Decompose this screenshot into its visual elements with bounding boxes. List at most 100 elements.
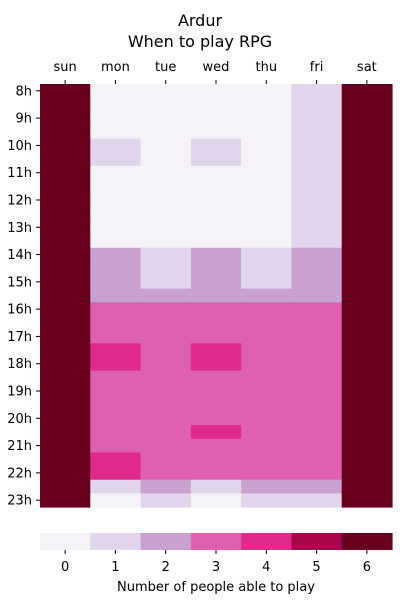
heatmap-cell [341, 425, 393, 440]
y-tick-label: 14h [7, 248, 32, 263]
heatmap-cell [40, 247, 91, 262]
colorbar-segment [140, 533, 192, 550]
heatmap-cell [190, 97, 242, 112]
y-tick-label: 21h [7, 439, 32, 454]
heatmap-cell [241, 152, 293, 167]
heatmap-cell [241, 302, 293, 317]
heatmap-cell [291, 315, 343, 331]
heatmap-cell [140, 288, 192, 303]
heatmap-cell [90, 261, 142, 276]
heatmap-cell [90, 302, 142, 317]
heatmap-cell [291, 493, 343, 508]
colorbar-segment [90, 533, 142, 550]
heatmap-cell [90, 124, 142, 140]
heatmap-cell [341, 315, 393, 331]
colorbar-tick-label: 2 [162, 560, 170, 575]
heatmap-cell [341, 288, 393, 303]
heatmap-cell [40, 411, 91, 426]
heatmap-cell [90, 479, 142, 494]
y-tick-label: 19h [7, 385, 32, 400]
heatmap-cell [341, 124, 393, 140]
heatmap-cell [140, 97, 192, 112]
heatmap-cell [190, 452, 242, 467]
y-tick-label: 16h [7, 303, 32, 318]
colorbar-tick-label: 1 [111, 560, 119, 575]
heatmap-cell [341, 152, 393, 167]
heatmap-cell [291, 329, 343, 344]
heatmap-cell [140, 384, 192, 399]
heatmap-cell [241, 411, 293, 426]
heatmap-cells [40, 84, 393, 508]
heatmap-cell [190, 138, 242, 153]
heatmap-cell [341, 411, 393, 426]
colorbar-axis: 0 1 2 3 4 5 6 [61, 550, 371, 575]
heatmap-cell [190, 343, 242, 358]
colorbar-segment [241, 533, 293, 550]
heatmap-cell [341, 165, 393, 181]
heatmap-cell [140, 493, 192, 508]
heatmap-cell [341, 370, 393, 385]
y-tick-label: 11h [7, 166, 32, 181]
heatmap-cell [40, 124, 91, 140]
colorbar-tick-label: 5 [312, 560, 320, 575]
heatmap-cell [140, 466, 192, 481]
y-tick-label: 10h [7, 139, 32, 154]
heatmap-cell [341, 479, 393, 494]
colorbar-segment [190, 533, 242, 550]
heatmap-cell [291, 124, 343, 140]
heatmap-cell [140, 315, 192, 331]
heatmap-cell [291, 356, 343, 372]
heatmap-cell [90, 315, 142, 331]
heatmap-cell [190, 247, 242, 262]
heatmap-cell [140, 425, 192, 440]
heatmap-cell [241, 452, 293, 467]
heatmap-cell [40, 179, 91, 194]
heatmap-cell [90, 384, 142, 399]
heatmap-cell [291, 261, 343, 276]
y-tick-label: 20h [7, 412, 32, 427]
heatmap-cell [90, 111, 142, 126]
heatmap-cell [40, 206, 91, 222]
heatmap-cell [241, 315, 293, 331]
heatmap-cell [90, 411, 142, 426]
heatmap-cell [341, 84, 393, 99]
heatmap-cell [140, 124, 192, 140]
heatmap-cell [190, 261, 242, 276]
heatmap-cell [341, 384, 393, 399]
heatmap-cell [140, 84, 192, 99]
heatmap-cell [190, 179, 242, 194]
heatmap-cell [291, 288, 343, 303]
colorbar-segment [341, 533, 393, 550]
heatmap-cell [241, 479, 293, 494]
heatmap-cell [90, 220, 142, 235]
heatmap-cell [40, 425, 91, 440]
heatmap-cell [90, 493, 142, 508]
heatmap-cell [341, 275, 393, 290]
heatmap-cell [241, 261, 293, 276]
heatmap-cell [190, 111, 242, 126]
heatmap-cell [140, 234, 192, 249]
y-tick-label: 12h [7, 193, 32, 208]
heatmap-cell [90, 466, 142, 481]
y-tick-label: 23h [7, 494, 32, 509]
heatmap-cell [341, 111, 393, 126]
heatmap-cell [140, 138, 192, 153]
colorbar-segment [40, 533, 91, 550]
heatmap-cell [140, 247, 192, 262]
heatmap-cell [40, 329, 91, 344]
heatmap-cell [291, 275, 343, 290]
y-tick-label: 15h [7, 275, 32, 290]
heatmap-cell [341, 179, 393, 194]
heatmap-cell [40, 479, 91, 494]
heatmap-cell [190, 275, 242, 290]
heatmap-cell [190, 193, 242, 208]
heatmap-cell [90, 152, 142, 167]
heatmap-cell [140, 329, 192, 344]
heatmap-cell [190, 411, 242, 426]
heatmap-cell [40, 84, 91, 99]
heatmap-cell [241, 138, 293, 153]
heatmap-cell [341, 329, 393, 344]
colorbar-tick-label: 6 [363, 560, 371, 575]
heatmap-cell [190, 356, 242, 372]
